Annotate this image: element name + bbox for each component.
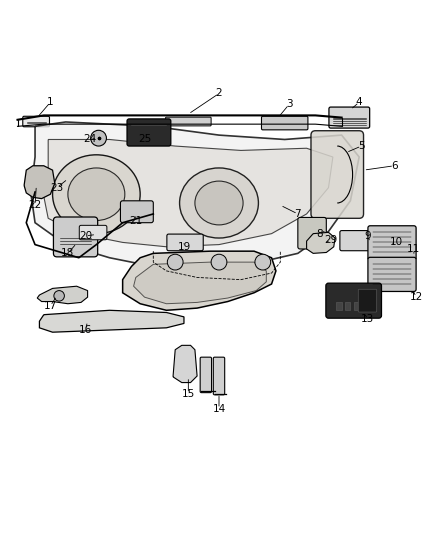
FancyBboxPatch shape	[53, 217, 98, 257]
Text: 6: 6	[391, 161, 398, 171]
Text: 7: 7	[294, 209, 301, 219]
Text: 24: 24	[83, 134, 96, 144]
Text: 19: 19	[177, 242, 191, 252]
Text: 15: 15	[182, 389, 195, 399]
Circle shape	[91, 130, 106, 146]
Text: 1: 1	[47, 97, 54, 107]
Text: 2: 2	[215, 88, 223, 99]
FancyBboxPatch shape	[23, 116, 49, 127]
FancyBboxPatch shape	[368, 226, 416, 260]
Text: 8: 8	[316, 229, 323, 239]
Text: 20: 20	[79, 231, 92, 241]
Text: 18: 18	[61, 248, 74, 259]
PathPatch shape	[44, 140, 333, 247]
Ellipse shape	[195, 181, 243, 225]
FancyBboxPatch shape	[329, 107, 370, 128]
Circle shape	[54, 290, 64, 301]
Circle shape	[167, 254, 183, 270]
Ellipse shape	[180, 168, 258, 238]
Text: 3: 3	[286, 100, 293, 109]
FancyBboxPatch shape	[368, 257, 416, 292]
FancyBboxPatch shape	[200, 357, 212, 393]
FancyBboxPatch shape	[311, 131, 364, 219]
FancyBboxPatch shape	[79, 225, 107, 240]
Text: 12: 12	[410, 292, 423, 302]
Text: 17: 17	[44, 301, 57, 311]
Circle shape	[255, 254, 271, 270]
PathPatch shape	[24, 166, 55, 199]
Text: 29: 29	[324, 235, 337, 245]
Text: 9: 9	[364, 231, 371, 241]
FancyBboxPatch shape	[358, 289, 377, 312]
Text: 25: 25	[138, 134, 151, 144]
Text: 21: 21	[129, 215, 142, 225]
FancyBboxPatch shape	[127, 119, 171, 146]
PathPatch shape	[173, 345, 197, 383]
PathPatch shape	[37, 286, 88, 304]
Text: 11: 11	[407, 244, 420, 254]
PathPatch shape	[123, 251, 276, 310]
FancyBboxPatch shape	[261, 116, 308, 130]
FancyBboxPatch shape	[167, 234, 203, 251]
PathPatch shape	[134, 262, 266, 304]
FancyBboxPatch shape	[326, 283, 381, 318]
Text: 23: 23	[50, 183, 64, 192]
FancyBboxPatch shape	[340, 231, 372, 251]
Text: 10: 10	[390, 237, 403, 247]
FancyBboxPatch shape	[120, 201, 153, 223]
PathPatch shape	[39, 310, 184, 332]
PathPatch shape	[307, 232, 335, 253]
Ellipse shape	[68, 168, 125, 221]
FancyBboxPatch shape	[166, 117, 211, 126]
Text: 5: 5	[358, 141, 365, 151]
PathPatch shape	[31, 122, 359, 271]
Text: 13: 13	[361, 314, 374, 324]
Text: 22: 22	[28, 200, 42, 210]
Ellipse shape	[53, 155, 140, 233]
Text: 14: 14	[212, 404, 226, 414]
Text: 4: 4	[356, 97, 363, 107]
Bar	[336, 302, 342, 310]
Bar	[354, 302, 359, 310]
FancyBboxPatch shape	[213, 357, 225, 395]
Circle shape	[211, 254, 227, 270]
Text: 16: 16	[79, 325, 92, 335]
Bar	[345, 302, 350, 310]
FancyBboxPatch shape	[298, 217, 326, 249]
